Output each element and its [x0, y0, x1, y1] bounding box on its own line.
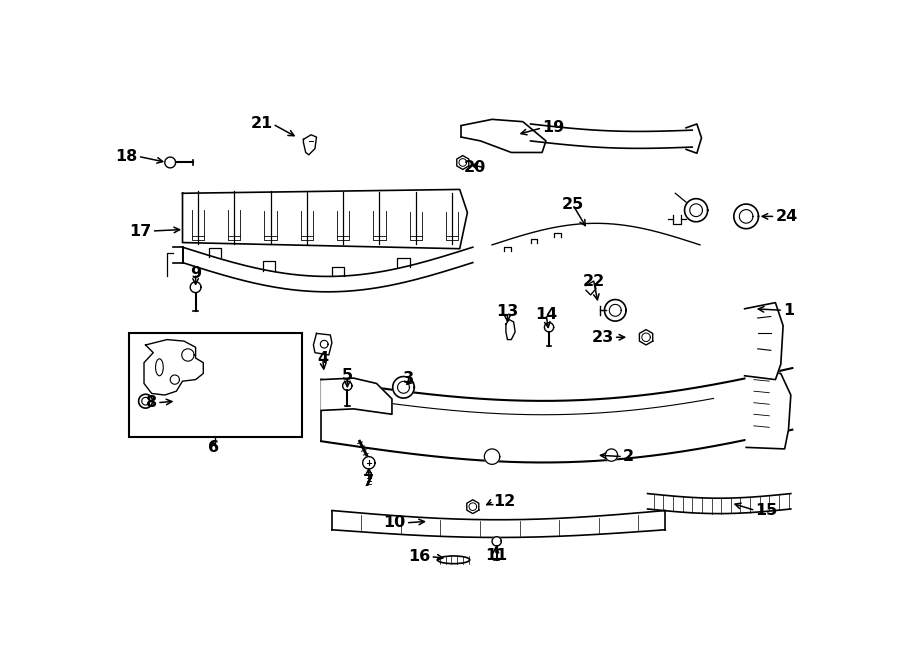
- Polygon shape: [320, 340, 328, 348]
- Polygon shape: [170, 375, 179, 384]
- Polygon shape: [639, 330, 652, 345]
- Polygon shape: [506, 319, 515, 340]
- Polygon shape: [689, 204, 703, 217]
- Polygon shape: [734, 204, 759, 229]
- Polygon shape: [363, 457, 375, 469]
- Polygon shape: [609, 305, 621, 316]
- Text: 14: 14: [535, 307, 557, 322]
- Text: 1: 1: [783, 303, 794, 318]
- Text: 4: 4: [317, 350, 328, 366]
- Text: 10: 10: [383, 516, 406, 530]
- Ellipse shape: [437, 556, 470, 564]
- Text: 19: 19: [542, 120, 564, 136]
- Text: 6: 6: [208, 440, 219, 455]
- Polygon shape: [139, 394, 152, 408]
- Text: 20: 20: [464, 161, 486, 175]
- Polygon shape: [642, 333, 651, 342]
- Text: 23: 23: [591, 330, 614, 345]
- Polygon shape: [467, 500, 479, 514]
- Polygon shape: [457, 155, 469, 169]
- Polygon shape: [303, 135, 317, 155]
- Ellipse shape: [156, 359, 163, 375]
- Text: 16: 16: [409, 549, 430, 564]
- Polygon shape: [484, 449, 500, 464]
- Polygon shape: [740, 210, 753, 223]
- Polygon shape: [141, 397, 149, 405]
- Polygon shape: [321, 378, 392, 414]
- Polygon shape: [190, 282, 201, 293]
- Polygon shape: [461, 120, 546, 153]
- Text: 21: 21: [250, 116, 273, 132]
- Polygon shape: [685, 199, 707, 222]
- Polygon shape: [398, 381, 410, 393]
- Polygon shape: [183, 190, 467, 249]
- Polygon shape: [744, 303, 783, 379]
- Text: 18: 18: [115, 149, 138, 164]
- Polygon shape: [746, 370, 791, 449]
- Text: 11: 11: [485, 548, 507, 563]
- Text: 5: 5: [342, 368, 353, 383]
- Polygon shape: [343, 381, 352, 391]
- Text: 9: 9: [190, 266, 202, 281]
- Polygon shape: [459, 159, 466, 167]
- Text: 13: 13: [496, 304, 518, 319]
- Polygon shape: [544, 323, 554, 332]
- Polygon shape: [469, 503, 477, 510]
- Polygon shape: [492, 537, 501, 546]
- Polygon shape: [182, 349, 194, 361]
- Text: 25: 25: [562, 198, 584, 212]
- Polygon shape: [165, 157, 176, 168]
- Text: 24: 24: [776, 209, 797, 224]
- Polygon shape: [313, 333, 332, 355]
- Text: 7: 7: [364, 474, 374, 488]
- Polygon shape: [605, 449, 617, 461]
- Text: 22: 22: [582, 274, 605, 289]
- Text: 2: 2: [623, 449, 634, 464]
- Text: 3: 3: [402, 371, 413, 385]
- Polygon shape: [605, 299, 626, 321]
- Text: 17: 17: [130, 223, 152, 239]
- Polygon shape: [392, 377, 414, 398]
- Text: 15: 15: [755, 503, 778, 518]
- Text: 8: 8: [146, 395, 158, 410]
- Polygon shape: [144, 340, 203, 395]
- Bar: [129, 333, 302, 438]
- Text: 12: 12: [493, 494, 516, 509]
